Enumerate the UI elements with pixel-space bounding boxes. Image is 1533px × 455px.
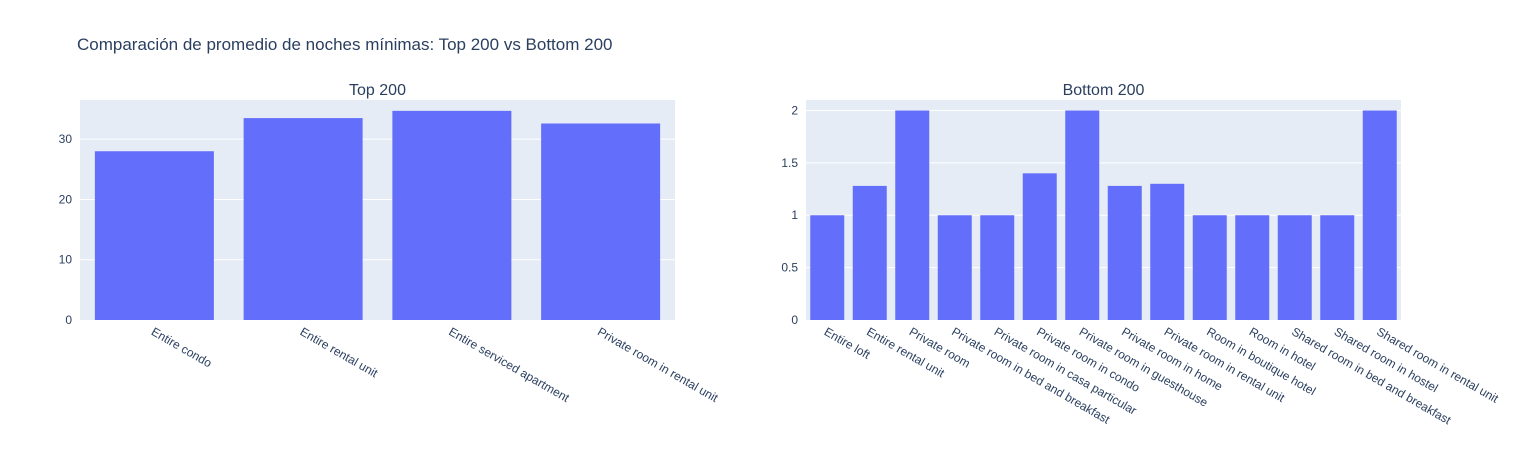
bar (1277, 215, 1312, 320)
bar (392, 110, 512, 321)
y-tick-label: 1.5 (781, 156, 798, 170)
bar (895, 110, 930, 320)
x-tick-label: Entire rental unit (298, 324, 381, 380)
bar (810, 215, 845, 320)
y-tick-label: 10 (59, 253, 73, 267)
x-tick-label: Entire condo (149, 324, 215, 370)
bar (852, 185, 887, 320)
bar (1235, 215, 1270, 320)
y-tick-label: 2 (791, 103, 798, 117)
bar (1065, 110, 1100, 320)
y-tick-label: 0.5 (781, 261, 798, 275)
chart-title: Comparación de promedio de noches mínima… (77, 35, 612, 54)
subplot-top-200: 0 10 20 30 Entire condo Entire rental unit Ent… (59, 82, 721, 405)
bar (980, 215, 1015, 320)
subplot-title: Bottom 200 (1063, 82, 1145, 99)
y-tick-label: 0 (65, 313, 72, 327)
bar (1150, 183, 1185, 320)
bar (94, 151, 214, 320)
x-tick-label: Private room in rental unit (595, 324, 721, 405)
bar (1362, 110, 1397, 320)
y-tick-label: 30 (59, 132, 73, 146)
x-tick-label: Entire serviced apartment (446, 324, 572, 405)
y-tick-label: 0 (791, 313, 798, 327)
y-tick-label: 1 (791, 208, 798, 222)
x-tick-label: Entire loft (822, 324, 873, 362)
bar (937, 215, 972, 320)
bar (1320, 215, 1355, 320)
bar (541, 123, 661, 320)
bar (1022, 173, 1057, 320)
bar (1107, 185, 1142, 320)
y-tick-label: 20 (59, 192, 73, 206)
subplot-title: Top 200 (349, 82, 406, 99)
bar (1192, 215, 1227, 320)
bar (243, 118, 363, 321)
